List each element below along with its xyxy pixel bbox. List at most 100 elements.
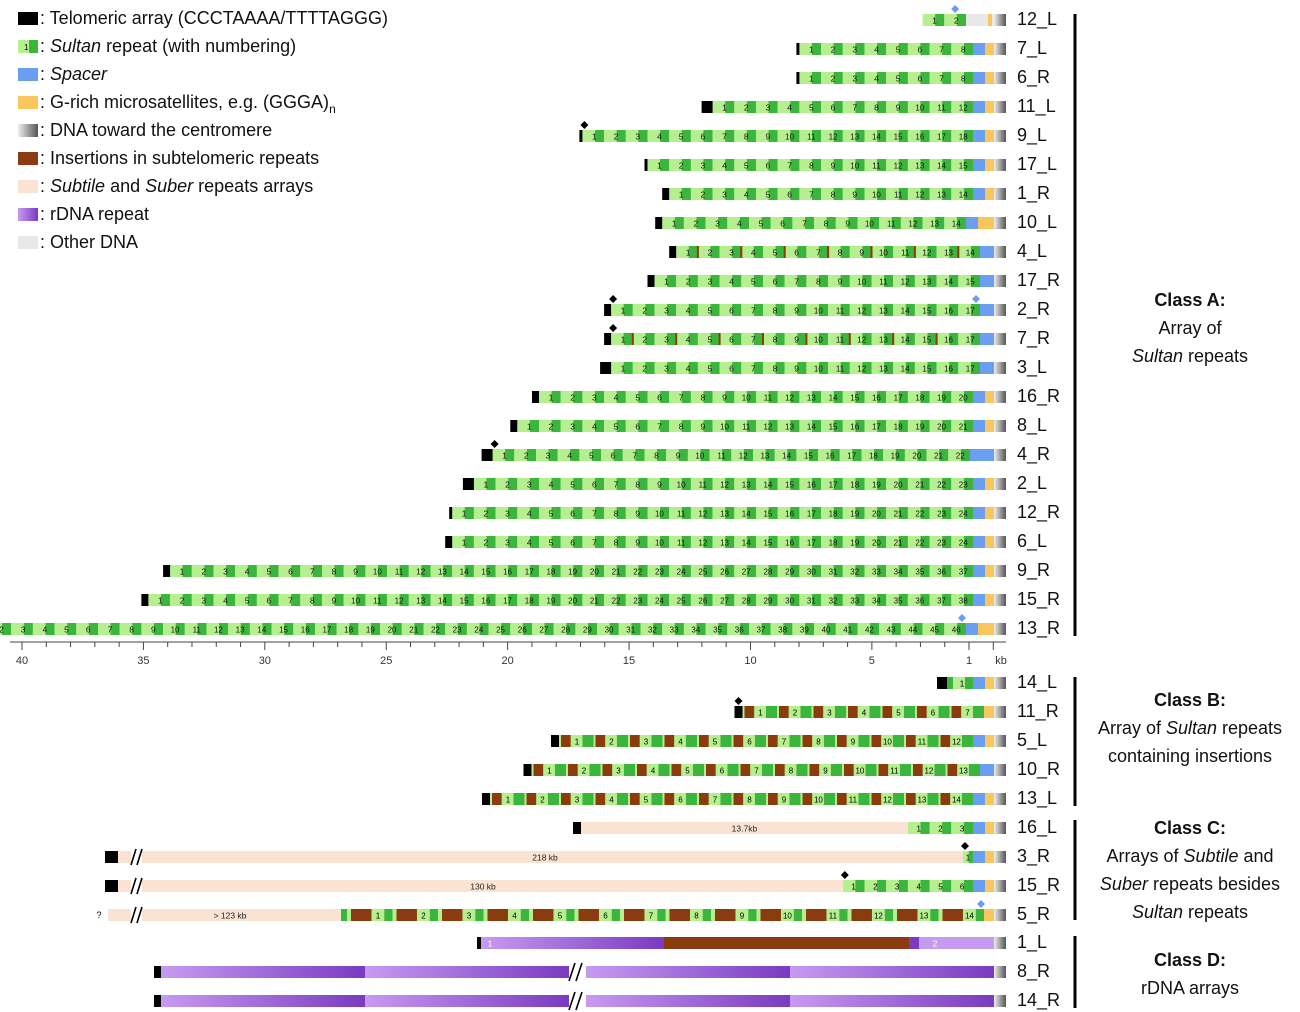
sultan-repeat-core: [754, 793, 766, 805]
sultan-repeat-number: 13: [760, 452, 769, 461]
sultan-repeat-number: 3: [852, 45, 857, 55]
spacer-segment: [973, 594, 985, 606]
sultan-repeat-number: 14: [901, 307, 910, 316]
sultan-repeat-core: [262, 623, 272, 635]
sultan-repeat-core: [833, 565, 843, 577]
sultan-repeat-core: [703, 188, 713, 200]
sultan-repeat-number: 1: [758, 709, 763, 718]
sultan-repeat-number: 21: [590, 597, 599, 606]
sultan-repeat-number: 7: [809, 190, 814, 200]
sultan-repeat-number: 5: [245, 596, 250, 606]
sultan-repeat-core: [790, 188, 800, 200]
sultan-repeat-number: 20: [959, 394, 968, 403]
class-description-line: Arrays of Subtile and: [1106, 846, 1274, 866]
sultan-repeat-number: 20: [872, 539, 881, 548]
break-slash: [130, 877, 137, 895]
sultan-repeat-number: 10: [872, 191, 881, 200]
sultan-repeat-number: 15: [922, 336, 931, 345]
sultan-repeat-number: 13: [807, 394, 816, 403]
insertion-segment: [671, 764, 682, 776]
sultan-repeat-core: [696, 217, 706, 229]
sultan-repeat-core: [869, 706, 881, 718]
sultan-repeat-number: 17: [322, 626, 331, 635]
sultan-repeat-number: 6: [747, 738, 752, 747]
sultan-repeat-core: [587, 623, 598, 635]
insertion-segment: [906, 735, 916, 747]
sultan-repeat-number: 8: [831, 190, 836, 200]
sultan-repeat-core: [823, 793, 835, 805]
spacer-segment: [980, 764, 994, 776]
centromere-segment: [994, 14, 1006, 26]
subtile-size-label: 13.7kb: [732, 824, 758, 834]
sultan-repeat-core: [725, 130, 735, 142]
sultan-repeat-core: [898, 880, 908, 892]
sultan-repeat-core: [23, 623, 33, 635]
sultan-repeat-core: [787, 449, 797, 461]
insertion-segment: [624, 909, 645, 921]
sultan-repeat-number: 7: [751, 306, 756, 316]
sultan-repeat-number: 19: [546, 597, 555, 606]
sultan-repeat-core: [942, 594, 952, 606]
telomere-segment: [154, 995, 161, 1007]
legend-item-sultan: 1: Sultan repeat (with numbering): [18, 36, 296, 56]
sultan-repeat-number: 6: [917, 45, 922, 55]
sultan-repeat-number: 4: [787, 103, 792, 113]
sultan-repeat-core: [377, 565, 388, 577]
sultan-repeat-number: 7: [722, 132, 727, 142]
sultan-repeat-number: 8: [694, 912, 699, 921]
sultan-repeat-core: [898, 594, 908, 606]
sultan-repeat-core: [935, 623, 945, 635]
sultan-repeat-core: [681, 594, 691, 606]
centromere-segment: [994, 391, 1006, 403]
sultan-repeat-core: [269, 594, 279, 606]
sultan-repeat-core: [855, 536, 865, 548]
sultan-repeat-number: 1: [621, 364, 626, 374]
sultan-repeat-core: [789, 735, 801, 747]
sultan-repeat-core: [942, 130, 952, 142]
sultan-repeat-core: [905, 275, 915, 287]
sultan-repeat-core: [913, 623, 923, 635]
sultan-repeat-core: [582, 793, 594, 805]
classB-row-11_R: 1 2 3 4 5 6 7 11_R: [734, 697, 1059, 722]
sultan-repeat-core: [768, 391, 778, 403]
sultan-repeat-core: [874, 449, 884, 461]
sultan-repeat-core: [949, 333, 959, 345]
sultan-repeat-core: [768, 130, 778, 142]
insertion-segment: [715, 909, 736, 921]
sultan-repeat-number: 1: [483, 480, 488, 490]
sultan-repeat-number: 9: [851, 738, 856, 747]
sultan-repeat-core: [833, 478, 843, 490]
sultan-repeat-core: [811, 159, 822, 171]
sultan-repeat-number: 38: [959, 597, 968, 606]
sultan-repeat-number: 12: [785, 394, 794, 403]
sultan-repeat-core: [963, 822, 973, 834]
sultan-repeat-number: 6: [266, 596, 271, 606]
spacer-segment: [973, 507, 985, 519]
spacer-segment: [973, 188, 985, 200]
legend-label: : Sultan repeat (with numbering): [40, 36, 296, 56]
axis-tick-label: 20: [502, 655, 514, 667]
sultan-repeat-number: 26: [698, 597, 707, 606]
sultan-repeat-core: [681, 130, 691, 142]
sultan-repeat-core: [818, 304, 829, 316]
spacer-segment: [980, 275, 994, 287]
sultan-repeat-core: [226, 565, 236, 577]
sultan-repeat-core: [638, 594, 648, 606]
sultan-repeat-core: [833, 101, 843, 113]
sultan-repeat-number: 8: [874, 103, 879, 113]
sultan-repeat-core: [573, 391, 583, 403]
sultan-repeat-core: [920, 565, 930, 577]
rdna-repeat: [919, 937, 994, 949]
sultan-repeat-core: [970, 304, 980, 316]
telomere-segment: [482, 793, 490, 805]
classA-row-9_L: 1 2 3 4 5 6 7 8 9 10 11 12 13 14 15 16 17 18 9_L: [579, 121, 1047, 146]
sultan-repeat-number: 11: [742, 423, 751, 432]
sultan-repeat-core: [160, 594, 171, 606]
sultan-repeat-number: 14: [763, 481, 772, 490]
sultan-repeat-core: [942, 507, 952, 519]
sultan-repeat-number: 6: [780, 219, 785, 229]
sultan-repeat-core: [942, 391, 952, 403]
sultan-repeat-core: [804, 623, 815, 635]
sultan-repeat-core: [700, 449, 710, 461]
sultan-repeat-core: [638, 391, 648, 403]
